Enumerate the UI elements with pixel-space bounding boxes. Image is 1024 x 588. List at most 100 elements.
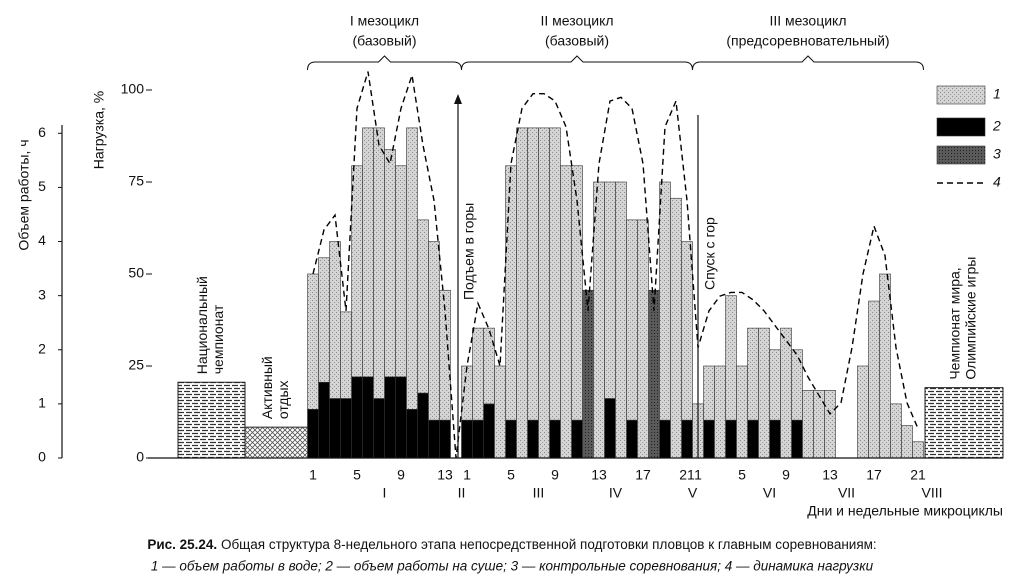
bar bbox=[549, 419, 561, 459]
week-label: IV bbox=[609, 485, 623, 501]
legend-swatch bbox=[936, 85, 986, 105]
x-tick-label: 13 bbox=[437, 467, 453, 483]
y-tick-label: 5 bbox=[38, 178, 46, 194]
bar bbox=[791, 419, 803, 459]
legend-swatch bbox=[936, 117, 986, 137]
x-tick-label: 5 bbox=[507, 467, 515, 483]
bar bbox=[703, 365, 715, 421]
x-tick-label: 1 bbox=[463, 467, 471, 483]
bar bbox=[373, 398, 385, 459]
bar bbox=[516, 127, 528, 459]
bar bbox=[736, 365, 748, 459]
bar bbox=[879, 273, 891, 459]
bar bbox=[813, 390, 825, 459]
week-label: VIII bbox=[921, 485, 942, 501]
bar bbox=[329, 398, 341, 459]
bar bbox=[494, 365, 506, 459]
y-tick-label: 1 bbox=[38, 395, 46, 411]
x-tick-label: 21 bbox=[910, 467, 926, 483]
bar bbox=[329, 241, 341, 399]
bar bbox=[406, 408, 418, 459]
y2-tick-label: 25 bbox=[128, 357, 144, 373]
bar bbox=[725, 295, 737, 421]
x-axis-title: Дни и недельные микроциклы bbox=[807, 503, 1003, 519]
bar bbox=[318, 381, 330, 459]
bar bbox=[439, 289, 451, 421]
bar bbox=[681, 419, 693, 459]
bar bbox=[758, 327, 770, 459]
period-label: Олимпийские игры bbox=[963, 257, 979, 380]
bar bbox=[901, 425, 913, 459]
bar bbox=[747, 419, 759, 459]
x-tick-label: 13 bbox=[591, 467, 607, 483]
bar bbox=[505, 165, 517, 421]
bar bbox=[868, 300, 880, 459]
mesocycle-brace bbox=[692, 55, 924, 71]
mesocycle-subtitle: (базовый) bbox=[352, 33, 416, 49]
mesocycle-subtitle: (базовый) bbox=[545, 33, 609, 49]
period-label: чемпионат bbox=[210, 304, 226, 374]
bar bbox=[373, 127, 385, 399]
x-tick-label: 13 bbox=[822, 467, 838, 483]
y2-tick-label: 75 bbox=[128, 173, 144, 189]
x-tick-label: 1 bbox=[309, 467, 317, 483]
bar bbox=[395, 165, 407, 378]
y2-tick-label: 50 bbox=[128, 265, 144, 281]
x-tick-label: 17 bbox=[635, 467, 651, 483]
bar bbox=[912, 441, 924, 459]
period-label: Национальный bbox=[194, 276, 210, 374]
x-tick-label: 9 bbox=[551, 467, 559, 483]
bar bbox=[384, 376, 396, 459]
bar bbox=[472, 419, 484, 459]
y-tick-label: 2 bbox=[38, 340, 46, 356]
y-tick-label: 0 bbox=[38, 449, 46, 465]
bar bbox=[593, 181, 605, 459]
bar bbox=[307, 273, 319, 410]
week-label: III bbox=[533, 485, 545, 501]
bar bbox=[362, 127, 374, 378]
x-tick-label: 21 bbox=[679, 467, 695, 483]
period-label: отдых bbox=[275, 380, 291, 419]
legend-label: 4 bbox=[993, 174, 1001, 190]
bar bbox=[340, 311, 352, 399]
bar bbox=[615, 181, 627, 459]
y-tick-label: 6 bbox=[38, 124, 46, 140]
week-label: VI bbox=[763, 485, 776, 501]
week-label: I bbox=[383, 485, 387, 501]
week-label: V bbox=[688, 485, 698, 501]
bar bbox=[318, 257, 330, 383]
bar bbox=[703, 419, 715, 459]
bar bbox=[802, 390, 814, 459]
y-tick-label: 4 bbox=[38, 232, 46, 248]
y2-tick-label: 100 bbox=[121, 81, 145, 97]
bar bbox=[857, 365, 869, 459]
mesocycle-subtitle: (предсоревновательный) bbox=[726, 33, 889, 49]
legend-label: 1 bbox=[993, 86, 1001, 102]
annotation: Подъем в горы bbox=[461, 203, 477, 300]
x-tick-label: 1 bbox=[694, 467, 702, 483]
bar bbox=[384, 149, 396, 378]
bar bbox=[890, 403, 902, 459]
bar bbox=[571, 419, 583, 459]
y2-tick-label: 0 bbox=[136, 449, 144, 465]
bar bbox=[461, 419, 473, 459]
period-label: Чемпионат мира, bbox=[947, 267, 963, 379]
mesocycle-brace bbox=[307, 55, 462, 71]
bar bbox=[659, 419, 671, 459]
bar bbox=[824, 390, 836, 459]
y2-axis-title: Нагрузка, % bbox=[91, 91, 107, 170]
bar bbox=[604, 181, 616, 399]
bar bbox=[571, 165, 583, 421]
caption: Рис. 25.24. Общая структура 8-недельного… bbox=[147, 537, 876, 552]
bar bbox=[780, 327, 792, 459]
bar bbox=[725, 419, 737, 459]
bar bbox=[417, 392, 429, 459]
bar bbox=[307, 408, 319, 459]
bar bbox=[747, 327, 759, 421]
bar bbox=[461, 365, 473, 421]
bar bbox=[560, 165, 572, 459]
caption-text: Общая структура 8-недельного этапа непос… bbox=[221, 537, 877, 552]
period-block bbox=[244, 426, 309, 459]
mesocycle-title: II мезоцикл bbox=[540, 13, 613, 29]
bar bbox=[626, 419, 638, 459]
